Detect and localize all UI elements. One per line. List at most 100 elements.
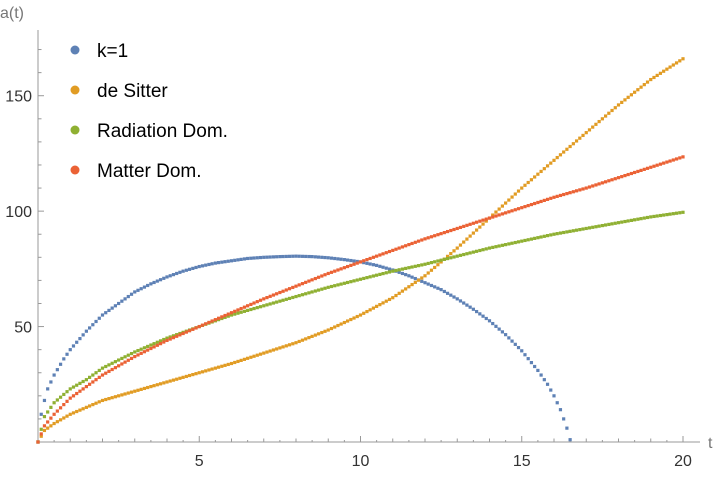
data-point	[220, 316, 224, 321]
data-point	[652, 164, 656, 168]
legend-label: Radiation Dom.	[97, 121, 228, 142]
data-point	[271, 293, 276, 297]
data-point	[520, 206, 524, 210]
data-point	[49, 424, 53, 428]
data-point	[271, 301, 276, 305]
data-point	[475, 249, 479, 253]
data-point	[107, 397, 111, 401]
data-point	[545, 234, 550, 238]
data-point	[384, 299, 388, 303]
data-point	[636, 88, 640, 92]
data-point	[371, 263, 375, 267]
data-point	[555, 232, 559, 236]
data-point	[545, 164, 550, 168]
data-point	[255, 256, 259, 260]
data-point	[233, 360, 237, 365]
data-point	[300, 338, 305, 342]
data-point	[320, 255, 324, 259]
data-point	[88, 375, 92, 379]
data-point	[265, 296, 269, 300]
data-point	[329, 270, 334, 274]
data-point	[600, 117, 604, 121]
data-point	[294, 284, 298, 288]
data-point	[178, 333, 182, 337]
data-point	[562, 417, 566, 421]
data-point	[639, 168, 643, 172]
data-point	[236, 311, 240, 315]
data-point	[429, 283, 434, 288]
data-point	[426, 261, 430, 266]
data-point	[604, 223, 608, 227]
data-point	[481, 222, 485, 226]
data-point	[39, 412, 43, 416]
data-point	[55, 409, 59, 413]
data-point	[242, 305, 246, 309]
data-point	[597, 224, 601, 228]
data-point	[275, 300, 279, 304]
data-point	[304, 254, 308, 259]
data-point	[655, 214, 659, 218]
data-point	[500, 330, 504, 334]
data-point	[307, 254, 311, 259]
data-point	[378, 303, 382, 307]
data-point	[333, 269, 337, 273]
data-point	[207, 368, 211, 372]
data-point	[320, 287, 324, 291]
data-point	[284, 297, 288, 301]
data-point	[71, 394, 76, 398]
data-point	[268, 349, 272, 353]
data-point	[210, 319, 214, 323]
data-point	[662, 69, 666, 73]
data-point	[387, 270, 392, 274]
data-point	[652, 214, 656, 219]
data-series-layer	[36, 57, 685, 444]
data-point	[604, 180, 608, 184]
data-point	[207, 262, 211, 267]
data-point	[184, 330, 188, 334]
data-point	[171, 334, 176, 338]
data-point	[149, 343, 153, 347]
data-point	[581, 187, 585, 191]
data-point	[252, 256, 256, 260]
data-point	[507, 198, 511, 202]
data-point	[62, 392, 66, 397]
data-point	[539, 169, 543, 174]
data-point	[407, 266, 411, 270]
data-point	[542, 378, 546, 382]
data-point	[165, 275, 169, 279]
data-point	[133, 389, 137, 393]
data-point	[433, 260, 437, 264]
legend-swatch	[70, 85, 80, 95]
data-point	[133, 350, 137, 354]
data-point	[310, 278, 314, 282]
data-point	[184, 268, 188, 272]
data-point	[158, 382, 163, 386]
data-point	[384, 251, 388, 255]
data-point	[404, 287, 408, 291]
data-point	[339, 257, 343, 261]
data-point	[455, 246, 459, 250]
data-point	[326, 328, 330, 332]
data-point	[313, 276, 317, 281]
data-point	[587, 226, 592, 230]
data-point	[320, 274, 324, 278]
data-point	[281, 345, 285, 349]
data-point	[284, 288, 288, 292]
data-point	[75, 391, 79, 396]
data-point	[297, 294, 301, 298]
data-point	[123, 297, 127, 301]
data-point	[529, 237, 534, 241]
data-point	[255, 300, 259, 304]
data-point	[655, 73, 659, 77]
data-point	[591, 184, 595, 188]
data-point	[358, 313, 363, 317]
data-point	[545, 197, 550, 201]
data-point	[533, 236, 537, 240]
data-point	[394, 247, 398, 251]
data-point	[294, 254, 298, 258]
data-point	[94, 319, 98, 324]
data-point	[258, 305, 263, 309]
data-point	[549, 196, 553, 200]
data-point	[175, 377, 179, 381]
data-point	[197, 324, 201, 329]
